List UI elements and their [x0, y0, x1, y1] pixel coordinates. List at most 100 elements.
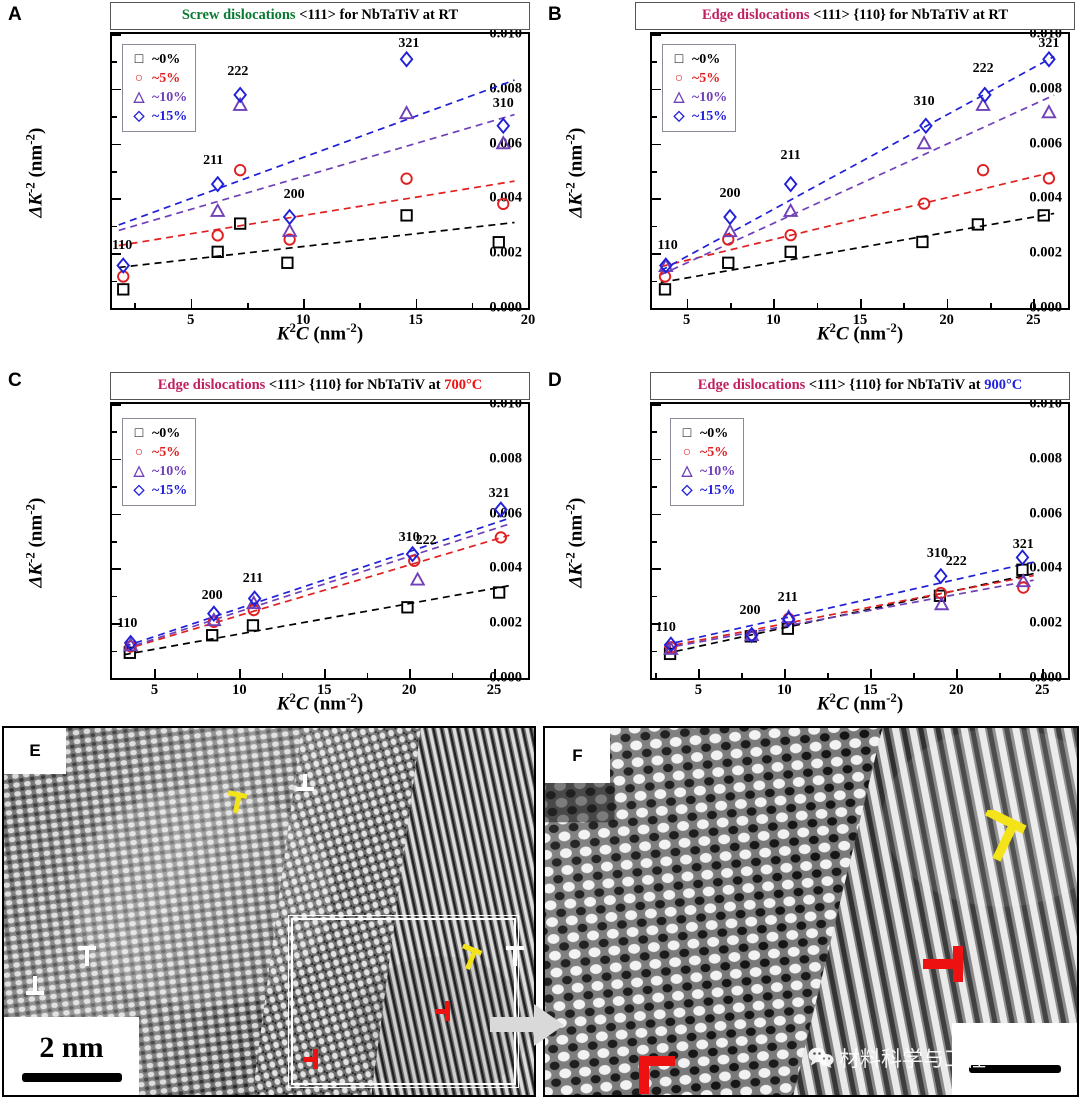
legend-label-2: ~10%: [700, 463, 736, 479]
y-tick-label: 0.008: [1029, 450, 1062, 467]
data-point-square: [234, 217, 247, 230]
circle-icon: ○: [674, 70, 684, 86]
panel-b: B Edge dislocations <111> {110} for NbTa…: [540, 0, 1080, 352]
circle-icon: ○: [134, 444, 144, 460]
panel-b-title-part-0: Edge dislocations: [701, 7, 814, 23]
legend-item-1: ○ ~5%: [129, 443, 187, 462]
x-minor-tick: [913, 673, 915, 678]
legend-item-2: △ ~10%: [677, 462, 736, 481]
data-point-square: [971, 218, 985, 231]
data-point-circle: [400, 172, 413, 185]
y-tick: [112, 34, 121, 36]
fit-line-~5%: [118, 180, 515, 247]
data-point-circle: [1042, 172, 1056, 185]
dislocation-symbol-red-t-4: [639, 1056, 675, 1094]
y-tick: [112, 513, 121, 516]
x-tick: [698, 669, 700, 678]
hkl-label: 222: [945, 553, 967, 569]
panel-b-legend: □ ~0% ○ ~5% △ ~10% ◇ ~15%: [662, 44, 737, 132]
y-minor-tick: [652, 225, 657, 228]
data-point-circle: [976, 164, 990, 177]
y-minor-tick: [112, 486, 117, 488]
x-tick: [528, 299, 530, 308]
x-minor-tick: [741, 673, 743, 678]
hkl-label: 200: [283, 187, 305, 203]
x-minor-tick: [903, 303, 905, 308]
hkl-label: 110: [657, 237, 678, 253]
panel-f-letter: F: [572, 745, 583, 765]
panel-a-title-part-1: <111> for NbTaTiV at RT: [299, 7, 459, 23]
y-tick: [652, 513, 661, 516]
legend-label-0: ~0%: [152, 425, 181, 441]
hkl-label: 321: [488, 485, 510, 501]
legend-item-2: △ ~10%: [129, 462, 188, 481]
hkl-label: 310: [926, 546, 948, 562]
legend-item-3: ◇ ~15%: [669, 107, 728, 126]
data-point-triangle: [916, 135, 932, 150]
diamond-icon: ◇: [133, 109, 145, 124]
data-point-diamond: [405, 545, 420, 563]
x-tick: [956, 669, 958, 678]
legend-item-0: □ ~0%: [129, 50, 187, 69]
panel-d-title-part-0: Edge dislocations: [697, 377, 809, 393]
data-point-square: [401, 601, 414, 614]
fit-line-~5%: [663, 574, 1034, 648]
x-tick: [494, 669, 496, 678]
triangle-icon: △: [133, 90, 145, 105]
fit-line-~15%: [118, 79, 515, 226]
data-point-triangle: [206, 611, 222, 627]
legend-label-3: ~15%: [152, 482, 188, 498]
y-minor-tick: [112, 171, 117, 173]
x-tick: [190, 299, 193, 308]
y-tick: [112, 253, 121, 255]
y-tick-label: 0.004: [489, 559, 522, 576]
diamond-icon: ◇: [681, 483, 693, 498]
x-tick-label: 5: [683, 312, 691, 328]
hkl-label: 110: [117, 615, 138, 631]
x-tick: [1042, 669, 1044, 678]
panel-b-ylabel: ΔK-2 (nm-2): [562, 127, 587, 218]
y-tick: [112, 198, 121, 200]
data-point-diamond: [1015, 549, 1030, 566]
hkl-label: 211: [777, 589, 798, 605]
y-tick-label: 0.010: [1029, 25, 1062, 42]
hkl-label: 200: [739, 602, 761, 618]
hkl-label: 310: [398, 529, 420, 545]
fit-line-~0%: [123, 584, 510, 656]
lattice-image-f: [545, 728, 1077, 1095]
y-tick-label: 0.004: [1029, 189, 1062, 206]
panel-e-letter: E: [29, 741, 41, 760]
x-tick-label: 20: [520, 312, 536, 328]
y-tick: [112, 88, 121, 91]
x-tick-label: 10: [232, 682, 247, 698]
x-tick: [946, 299, 949, 308]
y-tick: [652, 404, 661, 406]
plot-canvas: [658, 50, 1057, 296]
x-minor-tick: [366, 673, 369, 678]
scale-bar-line-e: [21, 1072, 122, 1082]
panel-a-title: Screw dislocations <111> for NbTaTiV at …: [110, 2, 530, 30]
panel-c: C Edge dislocations <111> {110} for NbTa…: [0, 362, 540, 720]
y-tick-label: 0.006: [489, 505, 522, 522]
legend-label-3: ~15%: [700, 482, 736, 498]
y-tick-label: 0.002: [489, 244, 522, 261]
y-tick: [112, 623, 121, 625]
triangle-icon: △: [133, 464, 145, 479]
legend-item-0: □ ~0%: [669, 50, 727, 69]
y-tick-label: 0.000: [489, 669, 522, 686]
panel-c-title-part-2: 700°C: [444, 377, 483, 393]
data-point-diamond: [1042, 50, 1056, 68]
legend-label-0: ~0%: [700, 425, 729, 441]
fit-line-~0%: [118, 221, 515, 269]
hkl-label: 110: [111, 237, 133, 253]
data-point-diamond: [282, 208, 297, 226]
data-point-triangle: [722, 223, 738, 238]
data-point-diamond: [783, 175, 798, 193]
data-point-triangle: [743, 627, 760, 642]
y-minor-tick: [112, 541, 117, 543]
data-point-circle: [124, 640, 137, 653]
x-tick-label: 15: [408, 312, 423, 328]
data-point-diamond: [493, 501, 508, 518]
legend-label-3: ~15%: [152, 108, 188, 124]
fit-line-~10%: [118, 113, 515, 232]
